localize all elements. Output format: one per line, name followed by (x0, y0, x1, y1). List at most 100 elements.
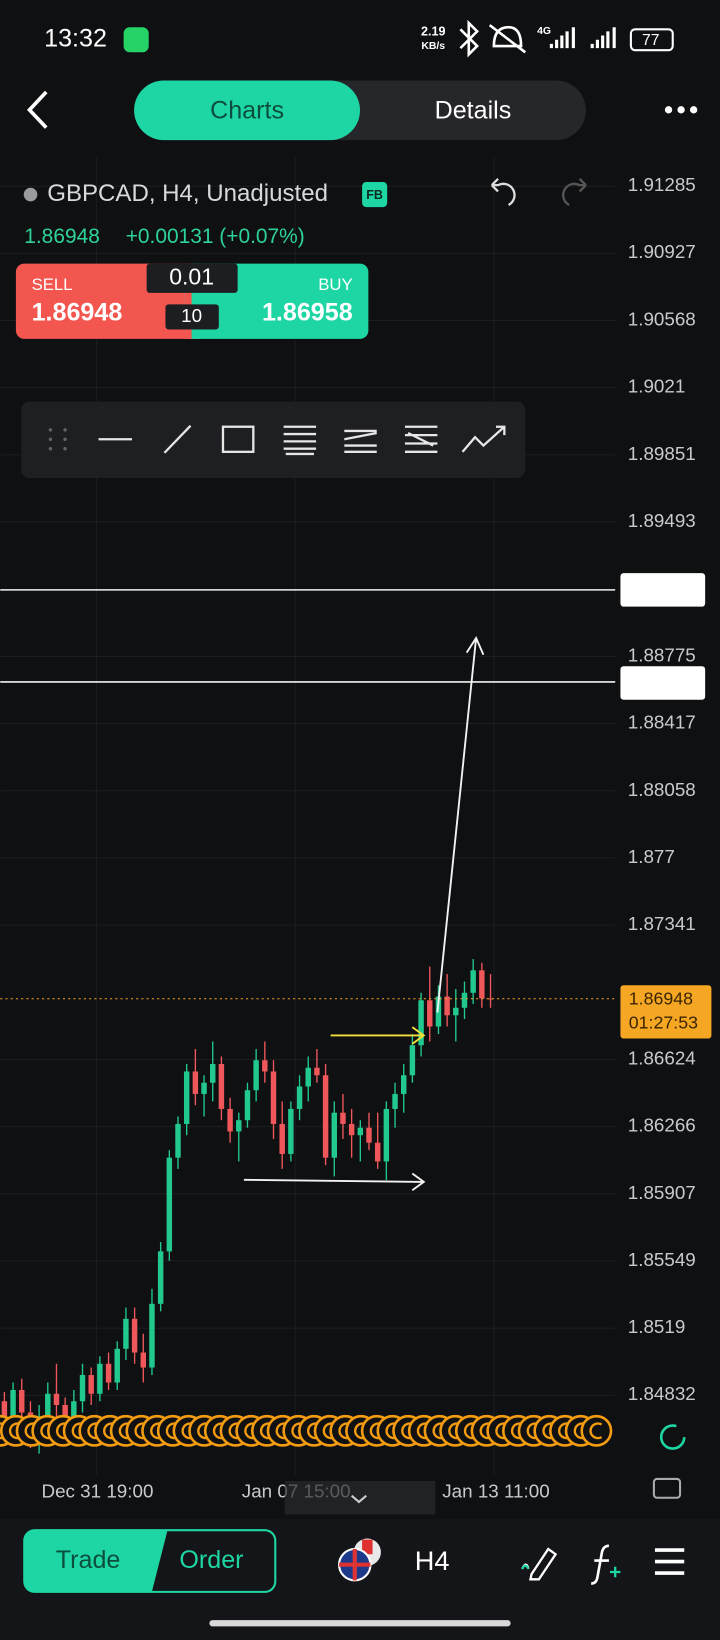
candle-body (19, 1390, 25, 1413)
tool-fan[interactable] (404, 425, 438, 453)
tab-details[interactable]: Details (435, 97, 512, 125)
event-markers (0, 1414, 613, 1447)
candle-body (487, 998, 494, 1000)
tab-charts[interactable]: Charts (210, 97, 284, 125)
last-price: 1.86948 (24, 225, 100, 248)
candle-body (340, 1112, 346, 1124)
y-tick-label: 1.88058 (628, 779, 696, 800)
reset-button[interactable] (659, 1424, 686, 1450)
candle-body (166, 1157, 173, 1252)
flag-gb-cross (339, 1549, 371, 1581)
indicator-button[interactable] (591, 1544, 610, 1585)
annotation-arrow (330, 1026, 426, 1045)
x-tick-label: Jan 13 11:00 (442, 1480, 549, 1501)
y-tick-label: 1.8519 (628, 1316, 686, 1337)
y-tick-label: 1.88775 (628, 644, 696, 665)
candle-body (279, 1123, 285, 1154)
candle-body (71, 1401, 77, 1428)
candle-body (10, 1390, 16, 1420)
y-tick-label: 1.89493 (628, 510, 696, 531)
redo-button[interactable] (562, 178, 587, 207)
candle-body (479, 970, 485, 999)
back-button[interactable] (26, 90, 48, 129)
annotation-tag (620, 666, 706, 700)
y-tick-label: 1.88417 (628, 712, 696, 733)
sell-price: 1.86948 (32, 298, 123, 326)
event-marker (580, 1414, 613, 1447)
y-tick-label: 1.85907 (628, 1182, 696, 1203)
candle-body (270, 1071, 277, 1124)
draw-accent (521, 1564, 530, 1570)
trade-label[interactable]: Trade (56, 1546, 121, 1574)
net-speed-unit: KB/s (421, 41, 445, 52)
flag-ca-leaf (362, 1539, 373, 1555)
network-type: 4G (537, 26, 551, 37)
y-tick-label: 1.90568 (628, 308, 696, 329)
timeframe[interactable]: H4 (415, 1545, 450, 1576)
tool-fib[interactable] (283, 425, 317, 456)
whatsapp-icon (123, 27, 149, 53)
grid (0, 156, 616, 1475)
candle-body (201, 1082, 207, 1094)
indicator-plus (609, 1566, 621, 1578)
market-dot (23, 187, 38, 202)
toolbar-tools (98, 424, 506, 456)
candle-body (149, 1303, 155, 1368)
y-tick-label: 1.90927 (628, 241, 696, 262)
price-tag (620, 985, 712, 1039)
candle-body (210, 1063, 216, 1083)
candle-body (105, 1363, 112, 1383)
tool-rect[interactable] (221, 425, 255, 453)
more-menu[interactable] (664, 106, 698, 114)
candle-body (392, 1093, 398, 1109)
symbol-title[interactable]: GBPCAD, H4, Unadjusted (47, 180, 328, 207)
candle-body (236, 1120, 242, 1132)
tool-trendline[interactable] (163, 424, 192, 454)
lot-input[interactable] (146, 263, 238, 293)
candle-body (348, 1123, 355, 1136)
lot-size[interactable]: 0.01 (169, 263, 214, 289)
candle-body (192, 1071, 199, 1094)
event-marker-c (589, 1422, 603, 1440)
spread: 10 (181, 305, 202, 326)
price-change: +0.00131 (+0.07%) (126, 225, 305, 248)
drawing-toolbar (21, 401, 526, 478)
candle-body (305, 1067, 311, 1087)
candle-body (314, 1067, 320, 1076)
home-indicator (209, 1620, 511, 1627)
candle-body (88, 1375, 94, 1394)
candle-body (435, 996, 442, 1027)
candle-body (175, 1123, 181, 1158)
badge (362, 181, 388, 208)
y-tick-label: 1.9021 (628, 376, 686, 397)
buy-label: BUY (318, 275, 352, 294)
tool-channel[interactable] (344, 429, 377, 453)
candle-body (45, 1393, 51, 1417)
order-label[interactable]: Order (179, 1546, 243, 1574)
sell-label: SELL (32, 275, 73, 294)
candle-body (253, 1060, 259, 1091)
mute-icon (488, 24, 527, 54)
scroll-handle[interactable] (284, 1481, 436, 1515)
candle-body (288, 1108, 294, 1154)
undo-button[interactable] (490, 178, 516, 207)
tool-pattern[interactable] (461, 425, 506, 453)
candle-body (296, 1086, 303, 1109)
candle-body (374, 1142, 381, 1162)
y-tick-label: 1.85549 (628, 1249, 696, 1270)
candle-body (244, 1090, 251, 1121)
y-tick-label: 1.91285 (628, 174, 696, 195)
candle-body (427, 1000, 433, 1027)
trade-tab[interactable] (24, 1530, 168, 1592)
y-tick-label: 1.86624 (628, 1047, 696, 1068)
annotation-tag (620, 573, 706, 607)
candle-body (157, 1251, 164, 1304)
layout-button[interactable] (652, 1477, 682, 1499)
menu-button[interactable] (654, 1548, 685, 1575)
candle-body (444, 996, 450, 1016)
clock: 13:32 (44, 24, 107, 52)
tab-active[interactable] (134, 80, 360, 141)
